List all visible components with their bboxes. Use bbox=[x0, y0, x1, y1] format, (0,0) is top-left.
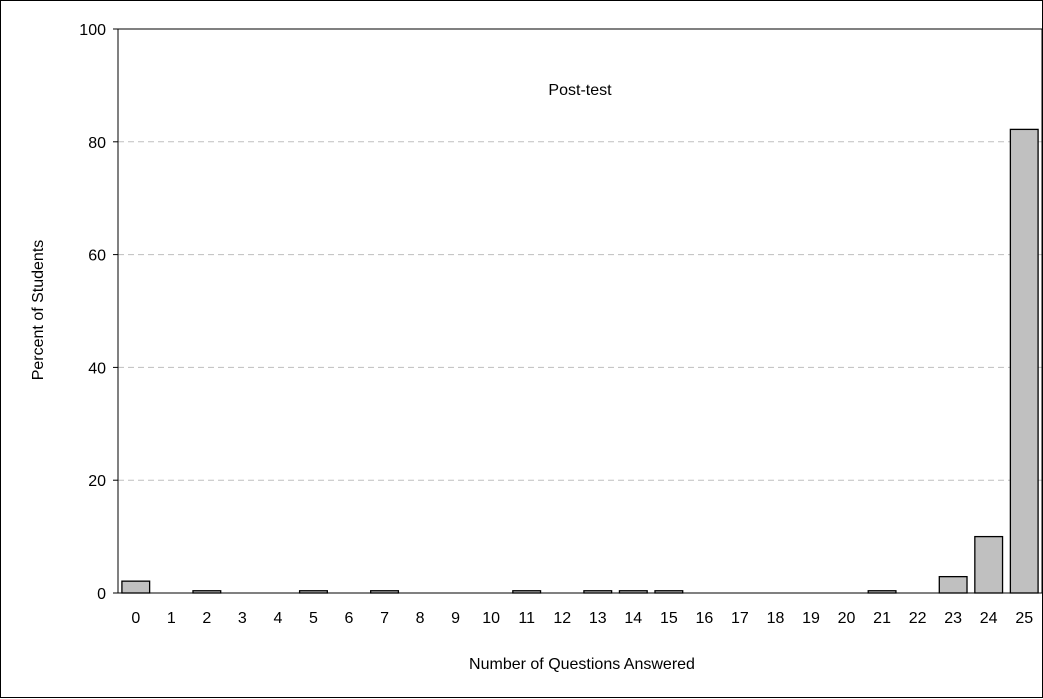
y-axis-ticks: 0 20 40 60 80 100 bbox=[79, 22, 118, 603]
x-tick-label: 21 bbox=[873, 610, 891, 627]
x-tick-label: 0 bbox=[131, 610, 140, 627]
grid-lines bbox=[118, 141, 1042, 481]
x-tick-label: 9 bbox=[451, 610, 460, 627]
x-tick-label: 22 bbox=[909, 610, 927, 627]
bar-23 bbox=[938, 575, 968, 594]
x-tick-label: 5 bbox=[309, 610, 318, 627]
y-tick-label: 20 bbox=[88, 473, 106, 490]
x-tick-label: 13 bbox=[589, 610, 607, 627]
bars bbox=[121, 128, 1039, 594]
x-tick-label: 23 bbox=[944, 610, 962, 627]
x-tick-label: 3 bbox=[238, 610, 247, 627]
x-tick-label: 11 bbox=[518, 610, 535, 627]
y-tick-label: 100 bbox=[79, 22, 106, 39]
y-axis-label: Percent of Students bbox=[30, 240, 47, 381]
x-tick-label: 10 bbox=[482, 610, 500, 627]
x-tick-label: 4 bbox=[273, 610, 282, 627]
bar-0 bbox=[121, 580, 151, 594]
x-tick-label: 6 bbox=[345, 610, 354, 627]
x-tick-label: 18 bbox=[767, 610, 785, 627]
y-tick-label: 0 bbox=[97, 586, 106, 603]
x-tick-label: 7 bbox=[380, 610, 389, 627]
x-tick-label: 2 bbox=[202, 610, 211, 627]
x-axis-ticks: 0 1 2 3 4 5 6 7 8 9 10 11 12 13 14 15 16 17 18 19 20 21 22 23 24… bbox=[131, 610, 1033, 627]
bar-25 bbox=[1009, 128, 1039, 594]
x-tick-label: 24 bbox=[980, 610, 998, 627]
bar-24 bbox=[974, 535, 1004, 594]
x-tick-label: 16 bbox=[695, 610, 713, 627]
x-tick-label: 12 bbox=[553, 610, 571, 627]
y-tick-label: 40 bbox=[88, 360, 106, 377]
x-tick-label: 19 bbox=[802, 610, 820, 627]
y-tick-label: 80 bbox=[88, 135, 106, 152]
x-tick-label: 8 bbox=[416, 610, 425, 627]
plot-area-border bbox=[117, 28, 1043, 594]
x-tick-label: 17 bbox=[731, 610, 749, 627]
y-tick-label: 60 bbox=[88, 248, 106, 265]
chart-title: Post-test bbox=[548, 82, 612, 99]
x-axis-label: Number of Questions Answered bbox=[469, 656, 695, 673]
x-tick-label: 14 bbox=[624, 610, 642, 627]
x-tick-label: 1 bbox=[167, 610, 176, 627]
x-tick-label: 15 bbox=[660, 610, 678, 627]
x-tick-label: 25 bbox=[1015, 610, 1033, 627]
x-tick-label: 20 bbox=[838, 610, 856, 627]
